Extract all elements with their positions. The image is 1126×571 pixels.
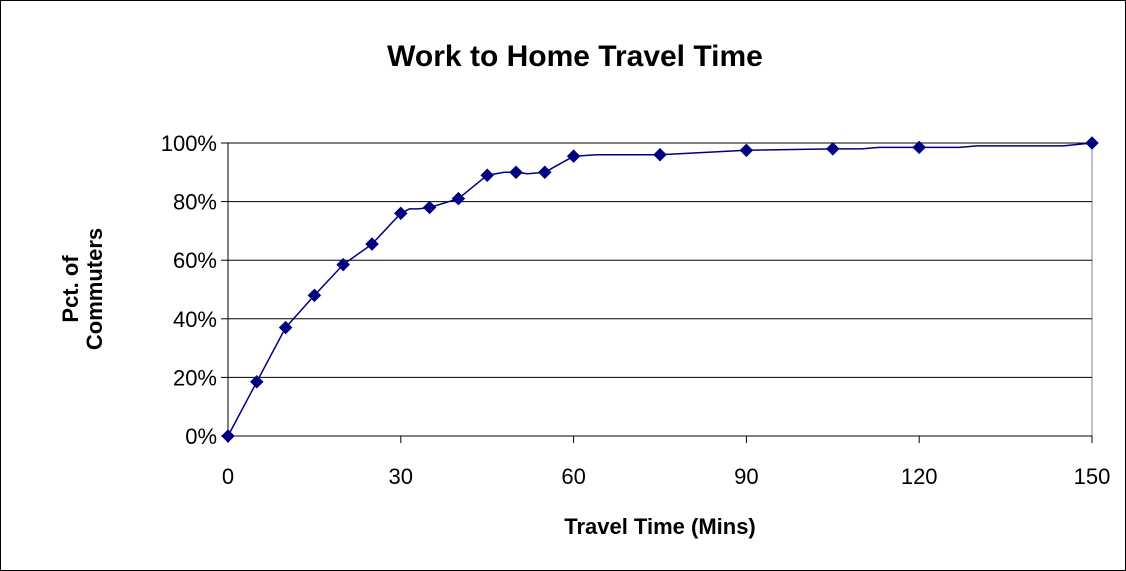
x-tick-label: 90 [734,464,758,489]
series-group [221,136,1099,443]
data-point-diamond [480,168,495,183]
x-tick-label: 60 [561,464,585,489]
y-tick-label: 60% [173,248,217,273]
data-point-diamond [278,320,293,335]
data-point-diamond [653,147,667,162]
x-tick-label: 0 [222,464,234,489]
gridlines [228,142,1092,378]
x-tick-label: 30 [389,464,413,489]
data-point-diamond [912,140,927,155]
data-point-diamond [739,143,754,158]
x-axis-label: Travel Time (Mins) [564,514,756,539]
y-tick-label: 0% [185,424,217,449]
chart-title: Work to Home Travel Time [387,40,763,73]
y-tick-label: 100% [161,131,217,156]
data-point-diamond [393,206,408,221]
data-point-diamond [422,200,437,215]
y-axis-label-line-1: Pct. of [58,255,83,323]
data-point-diamond [1085,136,1099,150]
data-point-diamond [509,165,523,180]
data-point-diamond [451,191,466,206]
data-point-diamond [825,142,840,156]
plot-area [227,142,1093,437]
data-point-diamond [365,237,379,251]
data-point-diamond [307,288,322,303]
y-axis-ticks: 0% 20% 40% 60% 80% 100% [161,131,228,449]
y-tick-label: 20% [173,365,217,390]
series-line [227,142,1093,437]
y-tick-label: 40% [173,307,217,332]
x-tick-label: 150 [1074,464,1111,489]
data-point-diamond [537,165,552,180]
data-point-diamond [336,257,351,272]
data-point-diamond [221,429,235,443]
y-tick-label: 80% [173,190,217,215]
data-point-diamond [249,374,264,389]
y-axis-label-line-2: Commuters [82,228,107,350]
x-tick-label: 120 [901,464,938,489]
data-point-diamond [566,149,581,164]
x-axis-ticks: 0 30 60 90 120 150 [222,436,1110,489]
